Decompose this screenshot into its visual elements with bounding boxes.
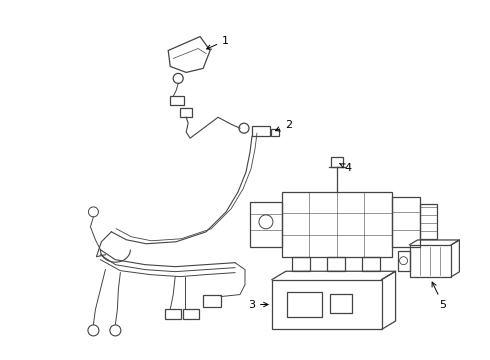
Bar [282, 192, 392, 257]
Bar [397, 251, 410, 271]
Bar [392, 197, 419, 247]
Bar [250, 202, 282, 247]
Text: 5: 5 [432, 282, 446, 310]
Bar [170, 96, 184, 105]
Bar [419, 204, 438, 239]
Bar [183, 310, 199, 319]
Bar [165, 310, 181, 319]
Bar [271, 129, 279, 136]
Bar [180, 108, 192, 117]
Bar [362, 257, 380, 271]
Bar [272, 280, 382, 329]
Bar [331, 157, 343, 167]
Bar [410, 245, 451, 276]
Text: 4: 4 [340, 163, 352, 173]
Bar [252, 126, 270, 136]
Text: 2: 2 [275, 120, 292, 131]
Bar [330, 293, 352, 314]
Text: 3: 3 [248, 300, 268, 310]
Bar [287, 292, 322, 318]
Bar [327, 257, 345, 271]
Text: 1: 1 [207, 36, 229, 49]
Bar [203, 294, 221, 306]
Bar [292, 257, 310, 271]
